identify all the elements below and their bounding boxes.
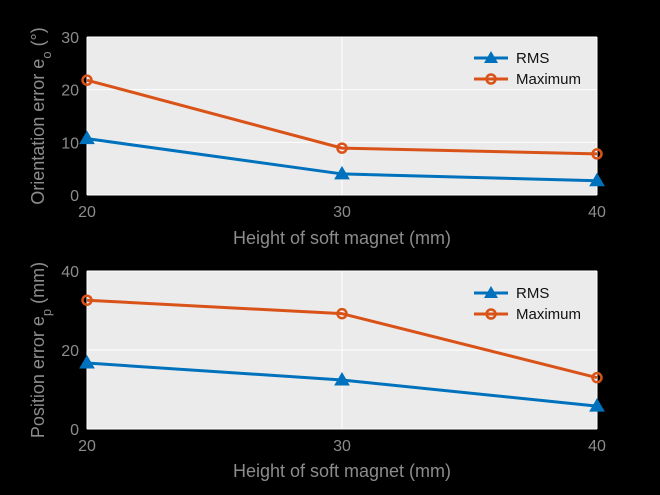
panel2-x-tick-label: 30 — [333, 438, 351, 455]
panel1-y-axis-label: Orientation error eo (°) — [28, 27, 54, 205]
panel1-maximum-point — [591, 148, 603, 160]
panel1-y-tick-label: 30 — [61, 30, 79, 47]
panel2-rms-point — [79, 355, 95, 369]
panel1-y-axis-label-main: Orientation error e — [28, 59, 48, 205]
panel2-legend-rms-label: RMS — [516, 285, 549, 302]
panel1-y-axis-label-unit: (°) — [28, 27, 48, 51]
panel1-legend-maximum-label: Maximum — [516, 71, 581, 88]
panel1-rms-point — [589, 172, 605, 187]
panel1-y-axis-label-subscript: o — [39, 51, 54, 58]
panel1-y-tick-label: 10 — [61, 135, 79, 152]
panel1-x-tick-label: 20 — [78, 204, 96, 221]
panel2-rms-point — [589, 398, 605, 412]
panel2-y-tick-label: 0 — [70, 422, 79, 439]
panel1-rms-point — [79, 130, 95, 145]
panel2-y-axis-label: Position error ep (mm) — [28, 262, 54, 438]
panel2-legend: RMS Maximum — [474, 285, 581, 323]
panel2-y-axis-label-unit: (mm) — [28, 262, 48, 309]
panel1-y-tick-label: 0 — [70, 188, 79, 205]
panel2-x-axis-label: Height of soft magnet (mm) — [233, 461, 451, 481]
panel2-maximum-line — [86, 298, 598, 380]
panel1-x-tick-label: 40 — [588, 204, 606, 221]
panel2-legend-maximum-marker — [485, 308, 497, 320]
panel2-legend-rms-marker — [484, 286, 498, 298]
panel1-maximum-point — [81, 74, 93, 86]
panel1-rms-point — [334, 165, 350, 180]
panel1-x-axis-label: Height of soft magnet (mm) — [233, 228, 451, 248]
panel2-y-axis-label-subscript: p — [39, 309, 54, 316]
panel1-maximum-line — [86, 78, 598, 156]
panel1-x-tick-label: 30 — [333, 204, 351, 221]
panel2-y-tick-label: 40 — [61, 264, 79, 281]
panel1-plot: 0 10 20 30 20 30 40 Height of soft magnet (mm) O… — [28, 27, 606, 248]
panel2-y-tick-label: 20 — [61, 343, 79, 360]
panel2-rms-point — [334, 372, 350, 386]
panel2-y-axis-label-main: Position error e — [28, 316, 48, 438]
panel2-x-tick-label: 40 — [588, 438, 606, 455]
panel1-legend-rms-label: RMS — [516, 50, 549, 67]
panel2-maximum-point — [336, 307, 348, 320]
panel1-y-tick-label: 20 — [61, 83, 79, 100]
panel1-legend-maximum-marker — [485, 73, 497, 85]
panel1-legend: RMS Maximum — [474, 50, 581, 88]
panel2-maximum-point — [591, 371, 603, 384]
panel2-x-tick-label: 20 — [78, 438, 96, 455]
panel2-legend-maximum-label: Maximum — [516, 306, 581, 323]
panel1-legend-rms-marker — [484, 51, 498, 63]
panel1-maximum-point — [336, 142, 348, 154]
panel2-maximum-point — [81, 294, 93, 306]
